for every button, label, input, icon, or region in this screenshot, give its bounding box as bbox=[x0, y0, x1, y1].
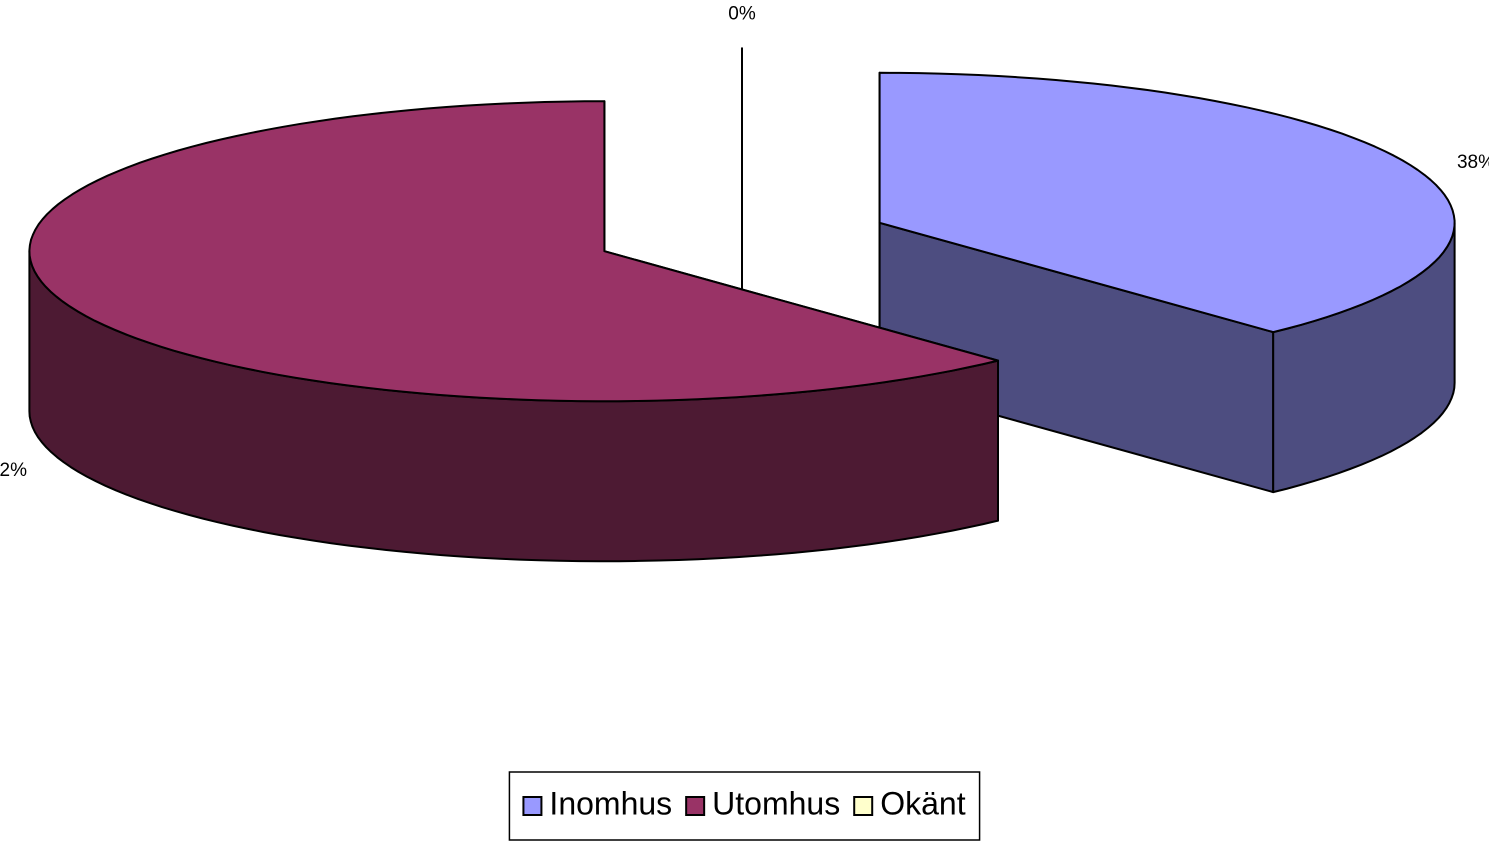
data-label: 0% bbox=[728, 3, 756, 24]
legend-item: Okänt bbox=[853, 785, 966, 821]
legend-label: Okänt bbox=[880, 785, 965, 821]
data-label: 38% bbox=[1457, 152, 1489, 173]
legend-label: Inomhus bbox=[549, 785, 672, 821]
legend-item: Utomhus bbox=[685, 785, 840, 821]
slice bbox=[28, 100, 999, 403]
legend-label: Utomhus bbox=[712, 785, 840, 821]
data-label: 62% bbox=[0, 460, 27, 481]
data-labels: 0% 38% 62% bbox=[0, 3, 1489, 480]
legend-box bbox=[508, 771, 981, 841]
legend: Inomhus Utomhus Okänt bbox=[508, 771, 981, 841]
legend-item: Inomhus bbox=[522, 785, 672, 821]
legend-swatch bbox=[853, 796, 874, 816]
pie bbox=[28, 47, 1456, 563]
legend-swatch bbox=[685, 796, 706, 816]
slice bbox=[878, 71, 1456, 334]
legend-swatch bbox=[522, 796, 543, 816]
